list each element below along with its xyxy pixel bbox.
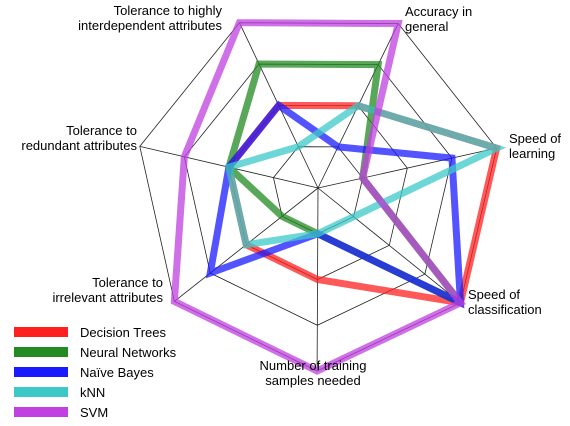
grid-spoke-3 (317, 187, 461, 304)
grid-spoke-2 (317, 147, 497, 189)
axis-label-1-line-2: general (405, 19, 448, 34)
axis-label-7: Tolerance to highly interdependent attrib… (78, 3, 222, 33)
axis-label-6-line-2: redundant attributes (21, 138, 137, 153)
axis-label-1: Accuracy in general (405, 4, 472, 34)
series-polygon-4 (224, 101, 507, 249)
legend-label-3: Naïve Bayes (80, 365, 154, 380)
axis-label-7-line-1: Tolerance to highly (114, 3, 223, 18)
axis-label-3-line-1: Speed of (468, 287, 520, 302)
radar-grid (139, 22, 498, 372)
series-polygon-5 (170, 19, 466, 375)
axis-label-6: Tolerance to redundant attributes (21, 123, 137, 153)
axis-label-5-line-1: Tolerance to (92, 275, 163, 290)
series-polygons (170, 19, 507, 375)
legend-label-5: SVM (80, 405, 108, 420)
axis-label-3: Speed of classification (468, 287, 542, 317)
series-polygon-3 (205, 100, 465, 309)
legend-swatch-1 (14, 327, 68, 337)
legend-swatch-3 (14, 367, 68, 377)
grid-ring-3 (183, 63, 453, 326)
axis-label-4-line-2: samples needed (265, 373, 360, 388)
legend-swatch-2 (14, 347, 68, 357)
legend-label-1: Decision Trees (80, 325, 166, 340)
legend: Decision Trees Neural Networks Naïve Bayes… (14, 325, 177, 420)
legend-swatch-5 (14, 407, 68, 417)
axis-label-5-line-2: irrelevant attributes (52, 290, 163, 305)
axis-label-2-line-1: Speed of (509, 131, 561, 146)
axis-label-6-line-1: Tolerance to (66, 123, 137, 138)
axis-label-4: Number of training samples needed (260, 358, 367, 388)
axis-label-4-line-1: Number of training (260, 358, 367, 373)
axis-label-3-line-2: classification (468, 302, 542, 317)
axis-label-2-line-2: learning (509, 146, 555, 161)
axis-label-2: Speed of learning (509, 131, 561, 161)
legend-label-4: kNN (80, 385, 105, 400)
legend-swatch-4 (14, 387, 68, 397)
axis-label-7-line-2: interdependent attributes (78, 18, 222, 33)
legend-label-2: Neural Networks (80, 345, 177, 360)
axis-label-1-line-1: Accuracy in (405, 4, 472, 19)
axis-label-5: Tolerance to irrelevant attributes (52, 275, 163, 305)
